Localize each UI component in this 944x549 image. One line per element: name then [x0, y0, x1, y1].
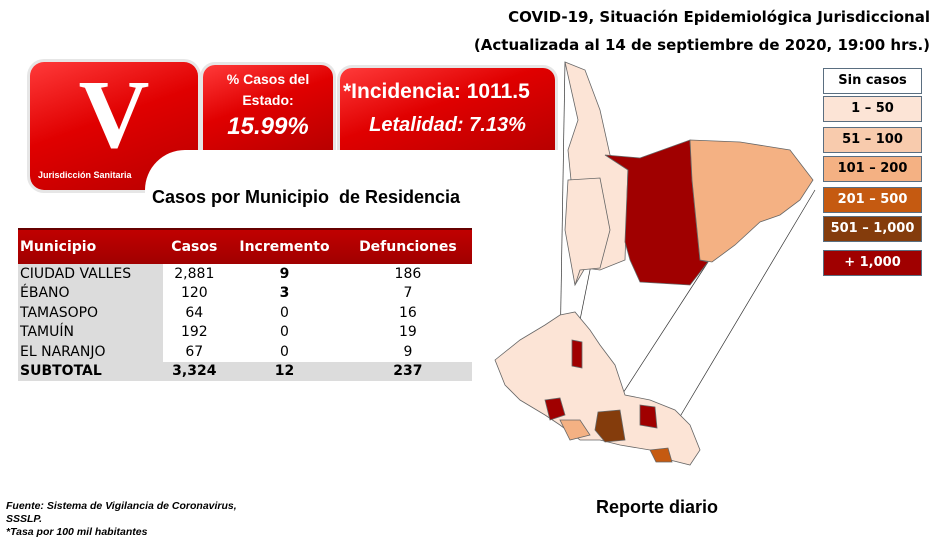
legend-item: 101 – 200 — [823, 156, 922, 182]
subtotal-cell: 12 — [225, 361, 344, 381]
table-cell: 9 — [279, 265, 290, 282]
footer: Fuente: Sistema de Vigilancia de Coronav… — [6, 500, 237, 539]
state-share-label: % Casos del Estado: — [226, 71, 310, 108]
title-line-1: COVID-19, Situación Epidemiológica Juris… — [508, 8, 930, 26]
rates-box: *Incidencia: 1011.5 Letalidad: 7.13% — [340, 68, 555, 150]
lethality: Letalidad: 7.13% — [369, 114, 526, 136]
table-cell: 0 — [280, 304, 289, 321]
region-tamuin-ebano — [689, 139, 814, 263]
col-header: Defunciones — [343, 228, 472, 264]
table-cell: TAMUÍN — [18, 322, 164, 342]
legend-item: 201 – 500 — [823, 187, 922, 213]
table-cell: 19 — [398, 324, 417, 341]
col-header: Incremento — [225, 228, 344, 264]
table-cell: 7 — [403, 285, 413, 302]
table-cell: 64 — [185, 304, 204, 321]
footer-source-org: SSSLP. — [6, 513, 42, 525]
table-row: TAMASOPO 64 0 16 — [18, 303, 472, 323]
table-cell: EL NARANJO — [18, 342, 164, 362]
incidence: *Incidencia: 1011.5 — [343, 80, 530, 103]
logo-letter: V — [78, 61, 150, 169]
white-overlay — [145, 150, 565, 210]
table-cell: 2,881 — [174, 265, 215, 282]
table-cell: TAMASOPO — [18, 303, 164, 323]
state-share-value: 15.99% — [227, 113, 309, 140]
table-row: CIUDAD VALLES 2,881 9 186 — [18, 264, 472, 284]
footer-source: Fuente: Sistema de Vigilancia de Coronav… — [6, 500, 237, 512]
table-row: TAMUÍN 192 0 19 — [18, 322, 472, 342]
table-cell: 0 — [280, 324, 289, 341]
subtotal-row: SUBTOTAL 3,324 12 237 — [18, 361, 472, 381]
subtotal-cell: SUBTOTAL — [18, 361, 164, 381]
table-cell: 120 — [180, 285, 208, 302]
table-cell: 186 — [394, 265, 422, 282]
region-huasteca-state — [494, 311, 701, 466]
title-line-2: (Actualizada al 14 de septiembre de 2020… — [473, 36, 930, 54]
col-header: Municipio — [18, 228, 164, 264]
region-tamasopo — [564, 177, 611, 286]
legend-item: 501 – 1,000 — [823, 216, 922, 242]
table-cell: CIUDAD VALLES — [18, 264, 164, 284]
table-row: ÉBANO 120 3 7 — [18, 283, 472, 303]
col-header: Casos — [163, 228, 226, 264]
table-cell: 9 — [403, 343, 413, 360]
table-row: EL NARANJO 67 0 9 — [18, 342, 472, 362]
subtotal-cell: 237 — [343, 361, 472, 381]
footer-note: *Tasa por 100 mil habitantes — [6, 526, 148, 538]
table-title: Casos por Municipio de Residencia — [152, 187, 461, 207]
table-cell: 16 — [398, 304, 417, 321]
table-cell: 192 — [180, 324, 208, 341]
state-share-box: % Casos del Estado: 15.99% — [203, 65, 333, 150]
legend-item: 51 – 100 — [823, 127, 922, 153]
table-cell: 3 — [279, 285, 290, 302]
connector-line — [559, 61, 566, 356]
report-label: Reporte diario — [596, 497, 719, 517]
subtotal-cell: 3,324 — [163, 361, 226, 381]
table-cell: 0 — [280, 343, 289, 360]
legend-item: 1 – 50 — [823, 96, 922, 122]
legend-item: + 1,000 — [823, 250, 922, 276]
legend-item: Sin casos — [823, 68, 922, 94]
logo-label: Jurisdicción Sanitaria — [38, 170, 132, 180]
cases-table: Municipio Casos Incremento Defunciones C… — [18, 228, 472, 381]
table-cell: ÉBANO — [18, 283, 164, 303]
region-ciudad-valles — [604, 139, 709, 286]
table-cell: 67 — [185, 343, 204, 360]
